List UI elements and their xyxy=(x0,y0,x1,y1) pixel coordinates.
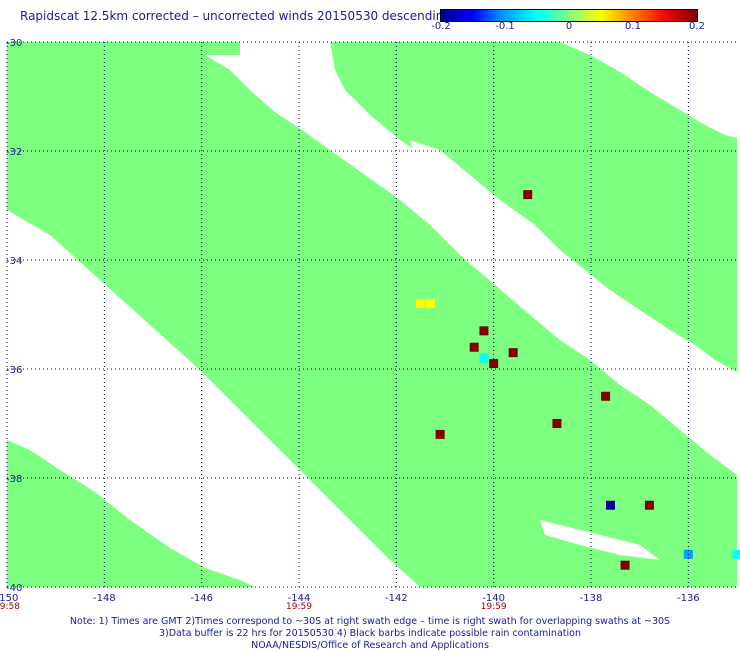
data-cell xyxy=(479,326,488,335)
x-tick-label: -136 xyxy=(677,593,700,604)
x-tick-label: -138 xyxy=(580,593,603,604)
y-tick-label: -30 xyxy=(6,38,22,49)
swath-area xyxy=(7,42,240,55)
data-cell xyxy=(621,561,630,570)
data-cell xyxy=(426,299,435,308)
note-line-3: NOAA/NESDIS/Office of Research and Appli… xyxy=(0,640,740,651)
data-cell xyxy=(606,501,615,510)
data-cell xyxy=(416,299,425,308)
y-tick-label: -38 xyxy=(6,474,22,485)
y-tick-label: -32 xyxy=(6,147,22,158)
swath-area xyxy=(7,440,255,587)
data-cell xyxy=(436,430,445,439)
x-tick-label: -142 xyxy=(385,593,408,604)
data-cell xyxy=(470,343,479,352)
x-tick-label: -146 xyxy=(190,593,213,604)
data-cell xyxy=(509,348,518,357)
swath-layer xyxy=(7,42,737,587)
data-cell xyxy=(479,354,488,363)
data-cell xyxy=(523,190,532,199)
data-cell xyxy=(733,550,740,559)
y-tick-label: -36 xyxy=(6,365,22,376)
data-cell xyxy=(601,392,610,401)
time-label: 19:59 xyxy=(286,602,312,612)
x-tick-label: -148 xyxy=(93,593,116,604)
note-line-1: Note: 1) Times are GMT 2)Times correspon… xyxy=(0,616,740,627)
time-label: 19:59 xyxy=(481,602,507,612)
data-cell xyxy=(552,419,561,428)
note-line-2: 3)Data buffer is 22 hrs for 20150530 4) … xyxy=(0,628,740,639)
data-cell xyxy=(645,501,654,510)
time-label: 19:58 xyxy=(0,602,20,612)
y-tick-label: -34 xyxy=(6,256,22,267)
